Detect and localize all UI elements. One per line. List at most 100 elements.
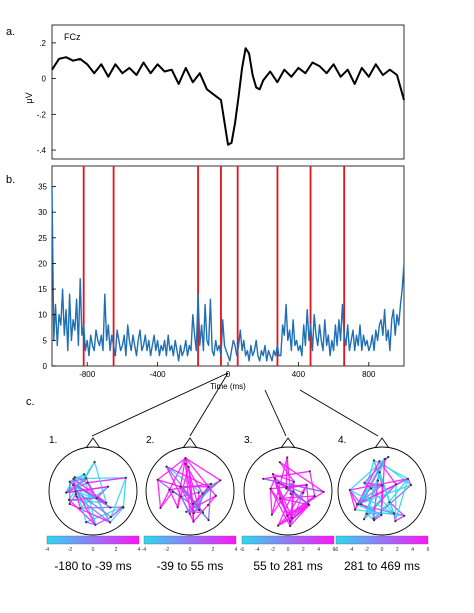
electrode-dot [188,512,191,515]
connection-line [302,484,308,494]
colorbar-tick-label: 2 [302,547,305,553]
head-nose [85,437,101,449]
electrode-dot [322,490,325,493]
electrode-dot [378,460,381,463]
colorbar [46,535,140,545]
connection-line [349,489,395,514]
y-tick-label: 30 [38,208,47,217]
colorbar-tick-label: -4 [349,547,354,553]
electrode-dot [68,502,71,506]
connection-line [360,458,386,505]
colorbar-tick-label: -4 [142,547,147,553]
connection-line [272,473,295,483]
electrode-dot [86,481,89,484]
time-range-label: -39 to 55 ms [157,559,224,573]
electrode-dot [363,518,366,521]
connection-line [277,503,309,527]
electrode-dot [207,503,210,507]
electrode-dot [184,457,187,460]
electrode-dot [122,506,125,509]
x-axis-label-time: Time (ms) [210,382,246,391]
electrode-dot [197,491,200,494]
colorbar-tick-label: 6 [333,547,336,553]
colorbar-tick-label: 2 [212,547,215,553]
electrode-dot [372,459,375,462]
electrode-dot [373,519,376,522]
electrode-dot [207,519,210,522]
electrode-dot [308,470,311,473]
connection-line [110,477,127,518]
head-map-2: 2. -4 -2 0 2 4 -39 to 55 ms [142,435,238,573]
connection-line [169,483,212,491]
connection-line [184,457,217,497]
erp-waveform-line [51,47,405,146]
electrode-dot [363,481,366,484]
electrode-dot [73,476,76,479]
electrode-dot [381,484,384,487]
electrode-dot [279,497,282,500]
y-axis-label-uv: μV [24,92,34,103]
electrode-dot [348,488,351,492]
electrode-dot [290,516,294,519]
connection-line [184,463,195,514]
electrode-dot [179,485,182,488]
y-tick-label: -.4 [37,146,47,155]
connection-line [279,497,310,506]
colorbar-tick-label: 6 [427,547,430,553]
electrode-dot [277,481,280,485]
connection-line [373,514,382,521]
connection-line [193,486,210,514]
colorbar-tick-label: -2 [270,547,275,553]
connection-line [394,478,409,522]
panel-b-x-ticks: -800 -400 0 400 800 [79,362,376,379]
y-tick-label: 5 [43,336,48,345]
electrode-dot [292,480,296,483]
connection-line [157,479,181,488]
electrode-dot [85,521,88,524]
electrode-dot [171,490,174,493]
connection-line [69,493,77,505]
head-nose [374,437,390,449]
connection-line [192,493,204,505]
connection-line [363,483,397,520]
count-series-line [51,186,405,362]
electrode-dot [65,491,68,494]
connection-line [66,486,109,494]
connection-line [73,478,107,504]
panel-a-label: a. [6,26,15,38]
map-number: 1. [49,435,57,446]
electrode-dot [403,514,406,517]
connection-line [349,458,386,491]
electrode-dot [270,513,273,516]
colorbar-tick-label: -6 [334,547,339,553]
head-nose [280,437,296,449]
electrode-dot [207,485,210,488]
connection-line [75,490,112,518]
electrode-dot [72,483,75,487]
colorbar-tick-label: -2 [165,547,170,553]
time-range-label: 281 to 469 ms [344,559,420,573]
colorbar-tick-label: 0 [189,547,192,553]
connection-line [349,478,409,491]
electrode-dot [308,503,311,506]
electrode-dot [201,511,205,514]
y-tick-label: 15 [38,285,47,294]
electrode-dot [184,462,187,465]
colorbar-tick-label: 0 [381,547,384,553]
colorbar [143,535,237,545]
connection-line [122,477,127,508]
connection-line [349,489,356,510]
electrode-dot [409,483,413,487]
connection-line [86,477,126,480]
connection-line [380,458,386,516]
electrode-dot [82,473,86,476]
electrode-dot [289,524,292,528]
electrode-dot [105,501,108,504]
connection-line [263,478,324,493]
electrode-dot [192,502,195,505]
x-tick-label: -800 [79,370,96,379]
connection-line [180,496,191,515]
electrode-dot [219,479,222,482]
y-tick-label: 0 [43,362,48,371]
